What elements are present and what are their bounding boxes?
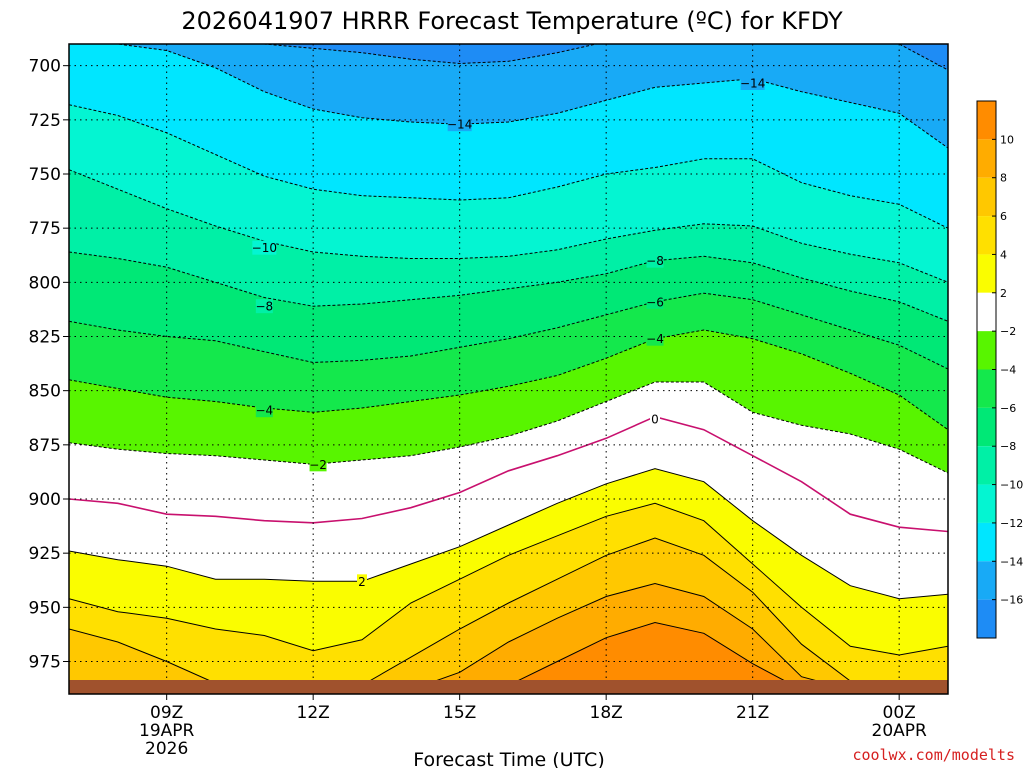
colorbar-tick-label: −14 [1000, 555, 1023, 568]
contour-label-bg [646, 253, 664, 268]
colorbar-tick-label: −6 [1000, 402, 1016, 415]
colorbar-swatch [977, 177, 996, 217]
colorbar-swatch [977, 369, 996, 408]
colorbar-tick-label: −16 [1000, 594, 1023, 607]
contour-label: −8 [646, 254, 664, 268]
colorbar-swatch [977, 139, 996, 178]
temperature-fills [69, 44, 948, 694]
colorbar-swatch [977, 331, 996, 370]
x-tick-label: 00Z [883, 703, 916, 723]
contour-label-bg [255, 403, 273, 418]
contour-label-bg [252, 240, 277, 255]
y-tick-label: 725 [29, 111, 61, 131]
colorbar-swatch [977, 522, 996, 562]
isotherm--6 [69, 292, 948, 370]
y-tick-label: 850 [29, 382, 61, 402]
colorbar-swatch [977, 599, 996, 638]
colorbar-swatch [977, 216, 996, 255]
colorbar-swatch [977, 484, 996, 523]
contour-label-bg [357, 574, 367, 589]
contour-label-bg [309, 457, 327, 472]
contour-label: −6 [646, 295, 664, 309]
isotherm-2 [69, 468, 948, 600]
colorbar: 10 8 6 4 2 −2 −4 −6 −8 −10 −12 −14 −16 [976, 100, 1023, 639]
isotherm--8 [69, 251, 948, 322]
colorbar-tick-label: −12 [1000, 517, 1023, 530]
contour-label: −8 [255, 300, 273, 314]
contour-label-bg [447, 117, 472, 132]
contour-label-bg [646, 331, 664, 346]
y-tick-label: 800 [29, 273, 61, 293]
colorbar-tick-label: −8 [1000, 440, 1016, 453]
colorbar-swatch [977, 254, 996, 293]
colorbar-swatch [977, 446, 996, 485]
ground-surface [69, 680, 948, 694]
x-tick-label: 09Z [150, 703, 183, 723]
x-tick-label: 20APR [872, 721, 928, 741]
x-tick-label: 19APR [139, 721, 195, 741]
y-tick-label: 975 [29, 653, 61, 673]
contour-label-bg [650, 411, 660, 426]
isotherm--10 [69, 169, 948, 283]
x-axis-title: Forecast Time (UTC) [413, 749, 604, 768]
x-tick-label: 12Z [297, 703, 330, 723]
y-tick-label: 900 [29, 490, 61, 510]
x-tick-label: 15Z [443, 703, 476, 723]
y-tick-label: 875 [29, 436, 61, 456]
y-tick-label: 750 [29, 165, 61, 185]
contour-label-bg [255, 299, 273, 314]
contour-label: 0 [651, 412, 659, 426]
colorbar-swatch [977, 561, 996, 600]
plot-area: −14 −14 −10 −8 −8 −6 −4 −4 −2 0 2 [68, 43, 949, 695]
colorbar-tick-label: −2 [1000, 325, 1016, 338]
pressure-axis: 700 725 750 775 800 825 850 875 900 925 950 975 [29, 57, 69, 673]
contour-label-bg [646, 294, 664, 309]
colorbar-swatch [977, 407, 996, 447]
chart-title: 2026041907 HRRR Forecast Temperature (ºC… [181, 7, 843, 35]
x-tick-label: 21Z [736, 703, 769, 723]
y-tick-label: 925 [29, 544, 61, 564]
colorbar-tick-label: 8 [1000, 172, 1007, 185]
colorbar-swatch [977, 101, 996, 140]
x-tick-label: 2026 [145, 739, 188, 759]
isotherm-0 [69, 415, 948, 533]
colorbar-tick-label: 4 [1000, 248, 1007, 261]
contour-label-bg [740, 76, 765, 90]
contour-labels: −14 −14 −10 −8 −8 −6 −4 −4 −2 0 2 [252, 76, 765, 589]
y-tick-label: 825 [29, 328, 61, 348]
colorbar-tick-label: 6 [1000, 210, 1007, 223]
plot-frame [68, 43, 949, 695]
contour-label: 2 [358, 575, 366, 589]
colorbar-tick-label: −4 [1000, 364, 1016, 377]
isotherm--16 [258, 44, 948, 71]
isotherm--14 [69, 44, 948, 149]
y-tick-label: 950 [29, 598, 61, 618]
contour-label: −14 [740, 77, 765, 91]
contour-label: −14 [447, 118, 472, 132]
contour-label: −10 [252, 241, 277, 255]
contour-label: −4 [255, 404, 273, 418]
colorbar-tick-label: 2 [1000, 287, 1007, 300]
y-tick-label: 775 [29, 219, 61, 239]
x-tick-label: 18Z [590, 703, 623, 723]
contour-label: −4 [646, 332, 664, 346]
contour-label: −2 [309, 458, 327, 472]
source-credit[interactable]: coolwx.com/modelts [852, 746, 1015, 764]
colorbar-swatch [977, 292, 996, 332]
temperature-band [69, 622, 948, 694]
grid-lines [69, 44, 948, 680]
isotherm--12 [69, 104, 948, 229]
colorbar-tick-label: 10 [1000, 133, 1014, 146]
y-tick-label: 700 [29, 57, 61, 77]
isotherm--2 [69, 381, 948, 474]
colorbar-tick-label: −10 [1000, 479, 1023, 492]
